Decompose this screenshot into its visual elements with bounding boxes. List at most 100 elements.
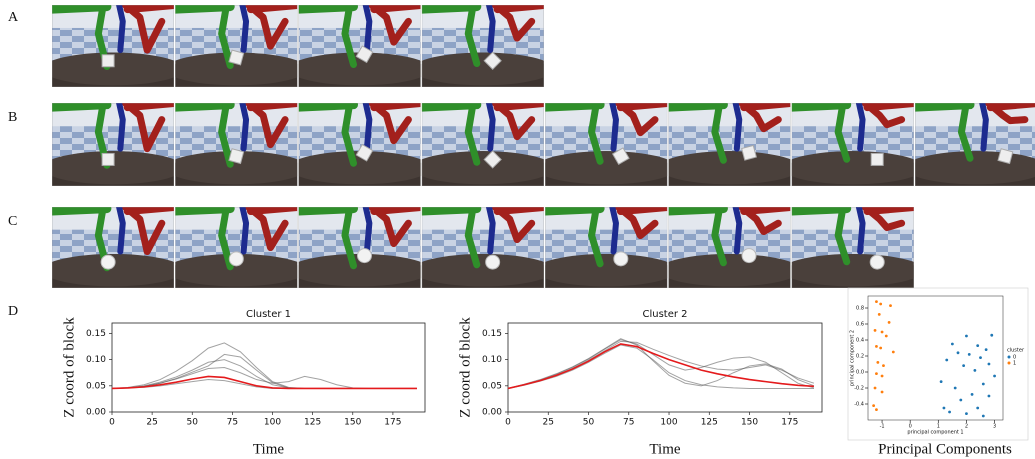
cube: [101, 152, 115, 166]
blue-leg: [486, 103, 496, 152]
cube: [228, 148, 245, 165]
table-top: [668, 253, 791, 287]
x-tick-label: 125: [304, 418, 321, 428]
scatter-point: [875, 300, 878, 303]
y-tick-label: -0.4: [854, 402, 864, 408]
green-top: [298, 5, 358, 14]
y-tick-label: 0.00: [86, 408, 106, 418]
sim-frame: [545, 207, 668, 288]
scatter-point: [939, 380, 943, 383]
green-leg: [711, 103, 727, 164]
scatter-point: [891, 350, 895, 354]
scatter-point: [879, 302, 883, 306]
x-tick-label: 3: [993, 424, 996, 430]
blue-leg: [116, 5, 126, 54]
ball: [356, 248, 372, 264]
sim-frame: [175, 103, 298, 186]
panel-label: A: [8, 10, 19, 25]
x-tick-label: 50: [583, 418, 595, 428]
ball: [869, 254, 885, 270]
scatter-point: [979, 356, 982, 359]
caption: Principal Components: [878, 441, 1012, 457]
y-tick-label: 0.10: [86, 355, 106, 365]
scatter-point: [884, 334, 888, 338]
scatter-point: [981, 414, 985, 418]
sim-frame: [545, 103, 668, 186]
table-top: [668, 151, 791, 185]
blue-leg: [239, 5, 250, 54]
red-top: [123, 103, 174, 112]
scatter-point: [987, 362, 991, 366]
cube: [741, 144, 757, 161]
red-top: [493, 5, 544, 14]
table-top: [52, 52, 174, 86]
legend-label: 0: [1013, 355, 1016, 361]
x-tick-label: 0: [505, 418, 511, 428]
red-top: [370, 103, 421, 112]
green-top: [915, 103, 975, 112]
table-top: [52, 253, 174, 287]
x-tick-label: 75: [227, 418, 238, 428]
scatter-point: [990, 333, 994, 337]
scatter-point: [962, 364, 966, 367]
green-top: [175, 5, 235, 14]
scatter-point: [984, 348, 988, 351]
scatter-point: [942, 406, 946, 410]
green-top: [52, 103, 112, 112]
panel-label: D: [8, 304, 18, 319]
x-tick-label: 100: [660, 418, 677, 428]
table-top: [791, 253, 914, 287]
table-top: [421, 52, 544, 86]
scatter-point: [889, 304, 892, 307]
blue-leg: [732, 103, 743, 152]
ball: [100, 254, 116, 270]
table-top: [298, 253, 421, 287]
blue-leg: [362, 103, 373, 152]
green-top: [298, 103, 358, 112]
scatter-point: [965, 334, 968, 338]
blue-leg: [609, 103, 619, 152]
scatter-point: [873, 386, 877, 390]
scatter-point: [875, 345, 878, 348]
red-top: [246, 207, 298, 216]
table-top: [175, 52, 298, 86]
legend-title: cluster: [1007, 348, 1025, 354]
scatter-point: [887, 321, 891, 324]
x-tick-label: 75: [623, 418, 634, 428]
table-top: [421, 253, 544, 287]
scatter-point: [945, 358, 949, 362]
cube: [228, 49, 245, 66]
scatter-point: [880, 374, 884, 378]
green-leg: [218, 207, 234, 271]
green-top: [545, 207, 605, 216]
scatter-point: [880, 330, 884, 334]
x-tick-label: 175: [781, 418, 798, 428]
blue-leg: [609, 207, 619, 255]
green-leg: [711, 207, 727, 267]
scatter-point: [967, 353, 971, 356]
red-top: [123, 207, 174, 216]
scatter-point: [965, 412, 968, 415]
x-tick-label: 150: [344, 418, 361, 428]
ball: [228, 251, 244, 267]
line-series: [111, 353, 417, 389]
y-tick-label: 0.05: [86, 381, 106, 391]
red-top: [740, 103, 791, 112]
table-top: [52, 151, 174, 185]
ball: [613, 251, 629, 267]
green-top: [421, 5, 482, 14]
green-leg: [218, 5, 234, 69]
x-tick-label: -1: [880, 424, 885, 430]
green-leg: [588, 207, 604, 268]
chart-title: Cluster 1: [246, 309, 291, 320]
cube: [870, 152, 884, 166]
green-leg: [957, 103, 974, 162]
cube: [611, 147, 630, 165]
green-leg: [218, 103, 234, 168]
x-tick-label: 150: [741, 418, 758, 428]
scatter-point: [873, 329, 877, 332]
scatter-point: [956, 351, 960, 355]
scatter-point: [876, 361, 880, 364]
panel-label: C: [8, 214, 17, 229]
